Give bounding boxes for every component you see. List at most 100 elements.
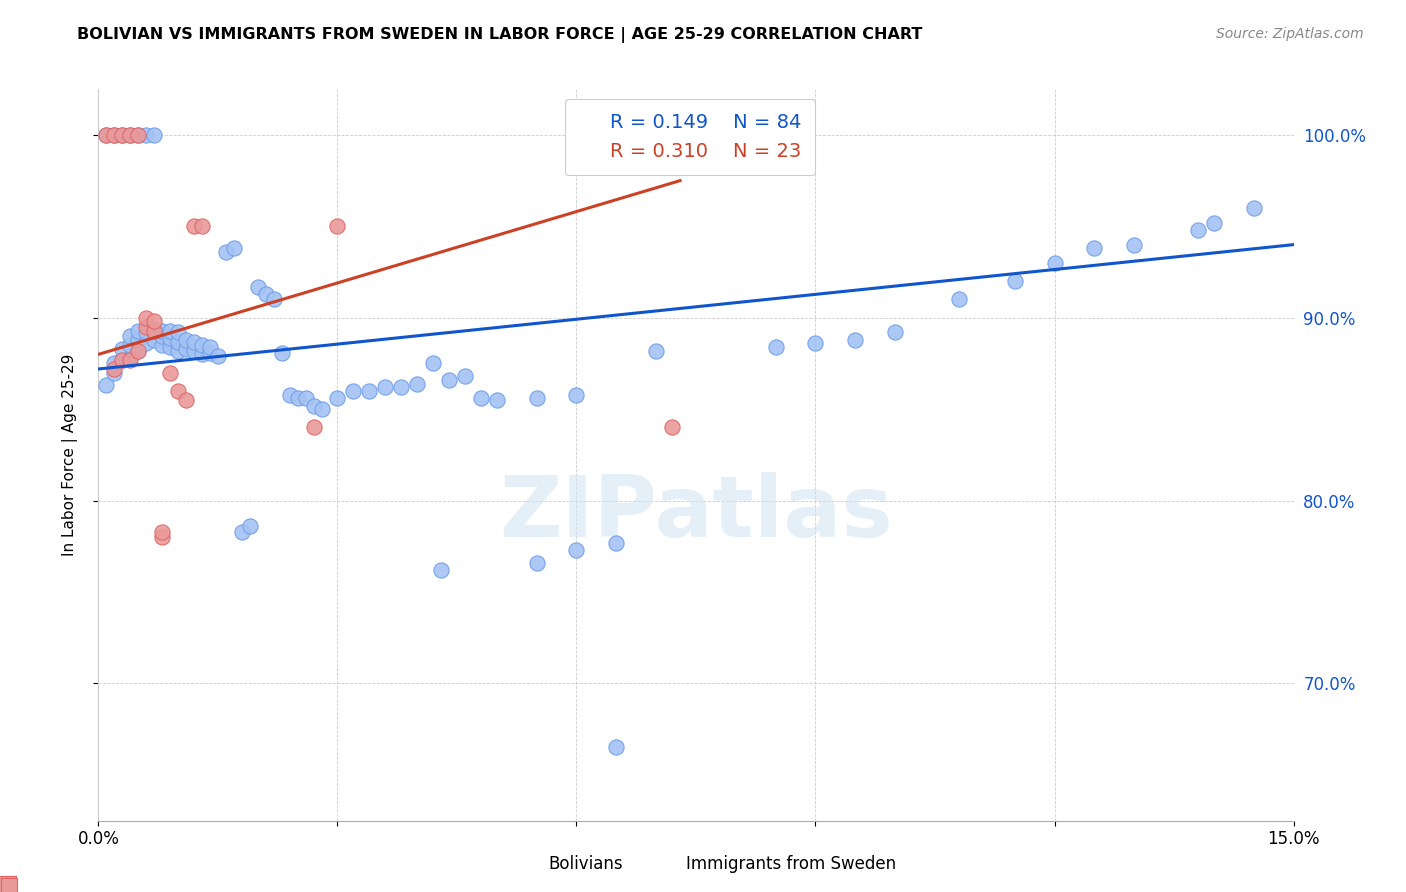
Point (150, 324, 173, 338)
Point (198, 345, 221, 359)
Legend: Bolivians, Immigrants from Sweden: Bolivians, Immigrants from Sweden (503, 848, 903, 880)
Point (430, 563, 453, 577)
Point (120, 338, 142, 352)
Point (765, 340, 787, 354)
Point (287, 391, 309, 405)
Point (278, 387, 301, 401)
Point (302, 399, 325, 413)
Point (143, 333, 166, 347)
Point (135, 326, 157, 340)
Point (159, 331, 181, 345)
Point (120, 329, 142, 343)
Point (191, 338, 214, 352)
Point (605, 535, 627, 549)
Point (374, 380, 396, 394)
Point (1202, 216, 1225, 230)
Point (174, 333, 197, 347)
Point (96, 378, 118, 392)
Point (1043, 256, 1066, 270)
Point (389, 380, 412, 394)
Point (150, 329, 173, 343)
Point (294, 391, 316, 405)
Point (111, 352, 134, 367)
Point (948, 293, 970, 307)
Point (150, 338, 173, 352)
Point (263, 293, 285, 307)
Point (565, 387, 588, 401)
Point (96, 128, 118, 142)
Point (127, 333, 149, 347)
Point (103, 366, 125, 380)
Point (135, 310, 157, 325)
Point (1187, 223, 1209, 237)
Point (127, 128, 149, 142)
Point (311, 402, 333, 417)
Point (120, 128, 142, 142)
Text: ZIPatlas: ZIPatlas (499, 472, 893, 555)
Point (120, 351, 142, 365)
Point (103, 128, 125, 142)
Point (159, 324, 181, 338)
Point (207, 349, 229, 363)
Point (135, 336, 157, 351)
Legend: R = 0.149    N = 84, R = 0.310    N = 23: R = 0.149 N = 84, R = 0.310 N = 23 (565, 99, 815, 175)
Point (111, 352, 134, 367)
Point (111, 128, 134, 142)
Point (645, 343, 668, 358)
Point (215, 244, 238, 259)
Point (143, 314, 166, 328)
Point (231, 524, 253, 539)
Point (111, 342, 134, 356)
Y-axis label: In Labor Force | Age 25-29: In Labor Force | Age 25-29 (62, 354, 77, 556)
Point (167, 343, 190, 358)
Point (103, 356, 125, 371)
Point (127, 324, 149, 338)
Point (174, 342, 197, 356)
Point (437, 373, 460, 387)
Point (422, 356, 444, 371)
Text: Source: ZipAtlas.com: Source: ZipAtlas.com (1216, 27, 1364, 41)
Point (167, 326, 190, 340)
Point (844, 333, 866, 347)
Point (127, 343, 149, 358)
Point (143, 322, 166, 336)
Point (159, 366, 181, 380)
Point (150, 524, 173, 539)
Point (661, 420, 683, 434)
Point (884, 326, 907, 340)
Point (804, 336, 827, 351)
Point (406, 376, 429, 391)
Point (167, 334, 190, 349)
Point (526, 556, 548, 570)
Point (254, 287, 277, 301)
Point (222, 241, 245, 255)
Point (174, 393, 197, 408)
Point (159, 340, 181, 354)
Point (183, 334, 205, 349)
Point (1123, 237, 1146, 252)
Point (103, 128, 125, 142)
Point (191, 347, 214, 361)
Point (103, 362, 125, 376)
Point (326, 219, 349, 234)
Point (239, 519, 262, 533)
Point (302, 420, 325, 434)
Point (1004, 274, 1026, 288)
Point (454, 369, 477, 384)
Point (526, 391, 548, 405)
Point (167, 384, 190, 398)
Point (605, 740, 627, 755)
Point (135, 319, 157, 334)
Point (111, 128, 134, 142)
Point (565, 543, 588, 558)
Point (183, 219, 205, 234)
Text: BOLIVIAN VS IMMIGRANTS FROM SWEDEN IN LABOR FORCE | AGE 25-29 CORRELATION CHART: BOLIVIAN VS IMMIGRANTS FROM SWEDEN IN LA… (77, 27, 922, 43)
Point (143, 324, 166, 338)
Point (127, 128, 149, 142)
Point (191, 219, 214, 234)
Point (127, 343, 149, 358)
Point (246, 279, 269, 293)
Point (120, 352, 142, 367)
Point (120, 128, 142, 142)
Point (183, 343, 205, 358)
